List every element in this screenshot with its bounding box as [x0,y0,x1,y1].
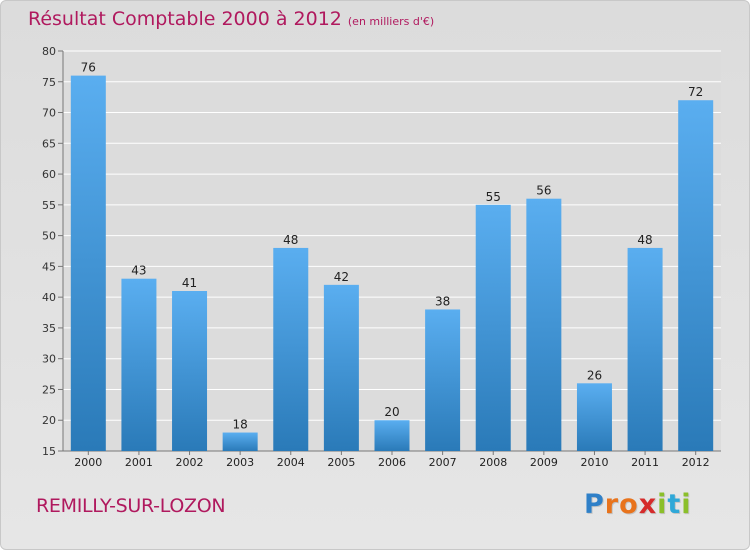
plot-area [63,51,721,451]
y-tick-label: 40 [42,291,56,304]
x-tick-label: 2007 [429,456,457,469]
proxiti-logo: Proxiti [584,489,692,520]
bar [526,198,562,451]
x-tick-label: 2009 [530,456,558,469]
logo-letter: r [604,489,620,520]
x-tick-label: 2008 [479,456,507,469]
y-tick-label: 15 [42,445,56,458]
x-tick-label: 2011 [631,456,659,469]
bar [627,247,663,451]
logo-letter: o [619,489,639,520]
bar [70,75,106,451]
data-label: 55 [486,190,501,204]
logo-letter: x [638,489,658,520]
logo-letter: t [667,489,682,520]
x-tick-label: 2010 [580,456,608,469]
bar [374,420,410,451]
bar [121,278,157,451]
x-tick-label: 2001 [125,456,153,469]
chart-subtitle: (en milliers d'€) [347,15,435,28]
y-tick-label: 75 [42,76,56,89]
y-tick-label: 60 [42,168,56,181]
y-tick-label: 50 [42,230,56,243]
logo-letter: P [584,489,605,520]
bar [576,383,612,451]
y-tick-label: 45 [42,260,56,273]
x-tick-label: 2002 [176,456,204,469]
y-tick-label: 25 [42,383,56,396]
commune-name: REMILLY-SUR-LOZON [36,495,226,517]
data-label: 48 [283,233,298,247]
y-tick-label: 65 [42,137,56,150]
y-tick-label: 20 [42,414,56,427]
data-label: 56 [536,184,551,198]
data-label: 26 [587,368,602,382]
data-label: 38 [435,294,450,308]
x-tick-label: 2012 [682,456,710,469]
y-tick-label: 35 [42,322,56,335]
bar [222,432,258,451]
bar [273,247,309,451]
bar [475,204,511,451]
data-label: 20 [384,405,399,419]
bar [172,291,208,451]
chart-title: Résultat Comptable 2000 à 2012 (en millie… [28,8,434,30]
bar [425,309,461,451]
y-tick-label: 70 [42,107,56,120]
y-tick-label: 30 [42,353,56,366]
data-label: 42 [334,270,349,284]
data-label: 76 [81,61,96,75]
bar [323,284,359,451]
x-tick-label: 2006 [378,456,406,469]
bar [678,100,714,451]
x-tick-label: 2003 [226,456,254,469]
data-label: 41 [182,276,197,290]
logo-letter: i [657,489,668,520]
data-label: 72 [688,85,703,99]
x-tick-label: 2000 [74,456,102,469]
y-tick-label: 80 [42,45,56,58]
data-label: 48 [637,233,652,247]
x-tick-label: 2005 [327,456,355,469]
y-tick-label: 55 [42,199,56,212]
x-tick-label: 2004 [277,456,305,469]
chart-title-text: Résultat Comptable 2000 à 2012 [28,8,342,30]
data-label: 18 [233,418,248,432]
logo-letter: i [681,489,692,520]
data-label: 43 [131,264,146,278]
